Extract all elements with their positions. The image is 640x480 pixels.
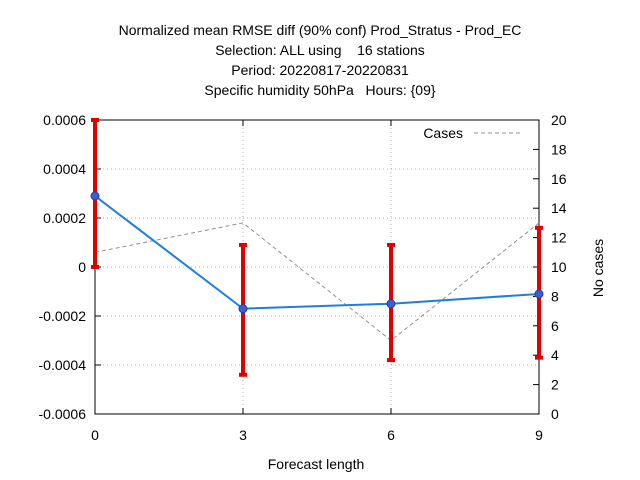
y2-tick-label: 12 [551,230,567,246]
y2-tick-label: 4 [551,347,559,363]
data-point [238,304,248,314]
legend: Cases [423,125,522,141]
x-axis: 0 3 6 9 [91,120,543,443]
rmse-diff-series [90,118,544,377]
title-line-3: Period: 20220817-20220831 [231,62,409,78]
y2-tick-label: 8 [551,288,559,304]
title-line-4: Specific humidity 50hPa Hours: {09} [204,82,435,98]
title-line-2: Selection: ALL using 16 stations [215,42,425,58]
x-tick-label: 3 [239,427,247,443]
y-tick-label: -0.0006 [39,406,87,422]
x-tick-label: 9 [535,427,543,443]
y-tick-label: 0.0002 [43,210,86,226]
x-tick-label: 6 [387,427,395,443]
y2-tick-label: 18 [551,141,567,157]
cases-line [94,222,540,342]
data-point [534,289,544,299]
plot-frame [94,119,540,415]
y-tick-label: 0.0006 [43,112,86,128]
grid [94,119,540,415]
chart-title: Normalized mean RMSE diff (90% conf) Pro… [119,22,522,98]
y-axis: -0.0006 -0.0004 -0.0002 0 0.0002 0.0004 0.0006 [39,112,101,422]
legend-label-cases: Cases [423,125,463,141]
y2-tick-label: 2 [551,377,559,393]
x-axis-label: Forecast length [268,456,365,472]
y-tick-label: 0 [78,259,86,275]
y2-tick-label: 20 [551,112,567,128]
data-point [90,191,100,201]
y2-tick-label: 6 [551,318,559,334]
y2-tick-label: 10 [551,259,567,275]
y2-axis: 0 2 4 6 8 10 12 14 16 18 20 [533,112,567,422]
title-line-1: Normalized mean RMSE diff (90% conf) Pro… [119,22,522,38]
rmse-diff-line [94,195,540,310]
y2-tick-label: 16 [551,171,567,187]
y2-tick-label: 0 [551,406,559,422]
y-tick-label: 0.0004 [43,161,86,177]
y2-tick-label: 14 [551,200,567,216]
y-tick-label: -0.0002 [39,308,87,324]
cases-series [94,222,540,342]
y-tick-label: -0.0004 [39,357,87,373]
x-tick-label: 0 [91,427,99,443]
y2-axis-label: No cases [590,239,606,297]
data-point [386,299,396,309]
